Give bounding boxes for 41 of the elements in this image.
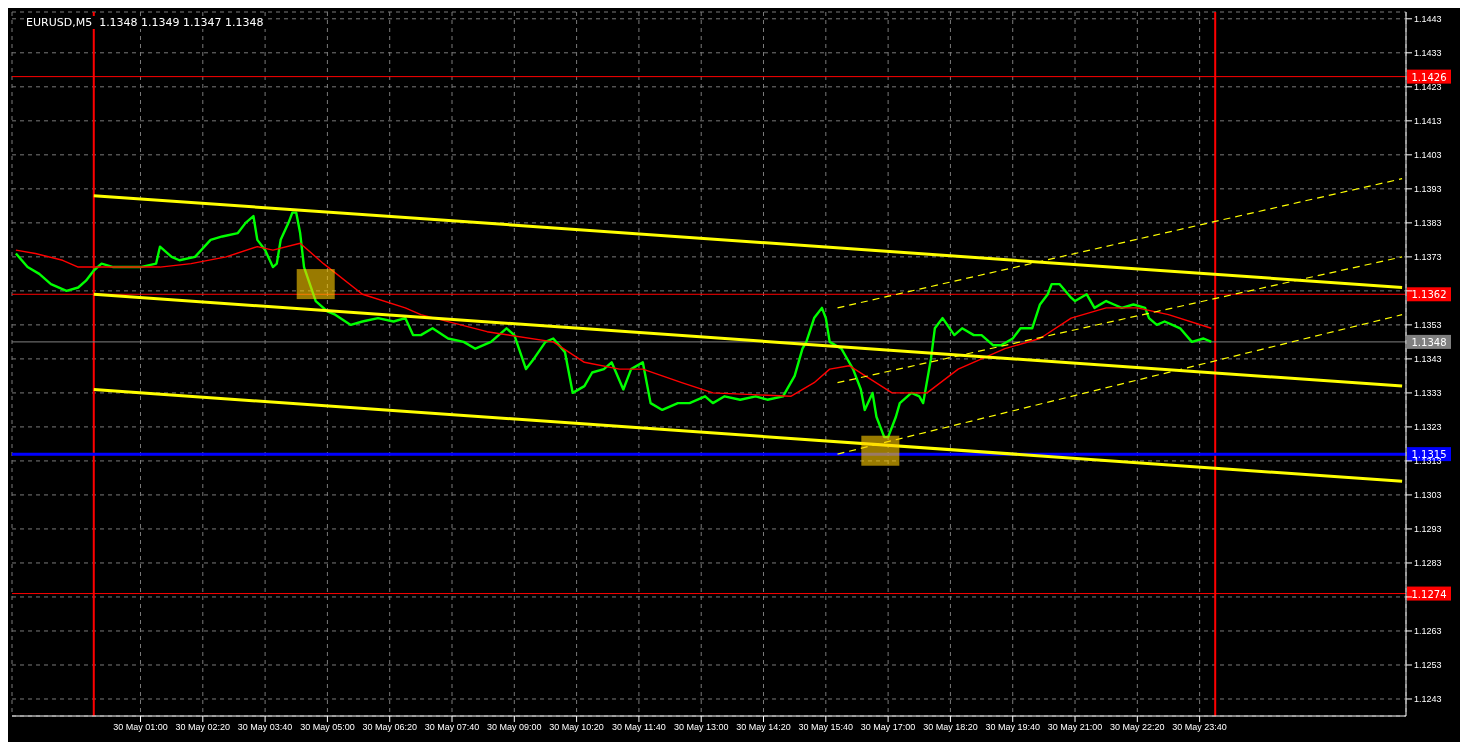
x-tick-label: 30 May 09:00 — [487, 722, 542, 733]
y-tick-label: 1.1393 — [1414, 184, 1442, 195]
chart-title: EURUSD,M5 1.1348 1.1349 1.1347 1.1348 — [24, 16, 266, 29]
x-tick-label: 30 May 06:20 — [362, 722, 417, 733]
y-tick-label: 1.1243 — [1414, 694, 1442, 705]
y-tick-label: 1.1403 — [1414, 150, 1442, 161]
x-tick-label: 30 May 11:40 — [611, 722, 666, 733]
x-tick-label: 30 May 03:40 — [237, 722, 293, 733]
y-tick-label: 1.1253 — [1414, 660, 1442, 671]
ref-line-label: 1.1362 — [1411, 289, 1447, 301]
x-tick-label: 30 May 19:40 — [985, 722, 1040, 733]
y-tick-label: 1.1423 — [1414, 82, 1442, 93]
ref-line-label: 1.1274 — [1411, 588, 1447, 600]
x-tick-label: 30 May 02:20 — [175, 722, 231, 733]
y-tick-label: 1.1343 — [1414, 354, 1442, 365]
y-tick-label: 1.1373 — [1414, 252, 1442, 263]
y-tick-label: 1.1333 — [1414, 388, 1442, 399]
y-tick-label: 1.1433 — [1414, 48, 1442, 59]
x-tick-label: 30 May 15:40 — [798, 722, 854, 733]
y-tick-label: 1.1323 — [1414, 422, 1442, 433]
x-tick-label: 30 May 07:40 — [424, 722, 480, 733]
y-tick-label: 1.1383 — [1414, 218, 1442, 229]
x-tick-label: 30 May 21:00 — [1047, 722, 1103, 733]
y-tick-label: 1.1283 — [1414, 558, 1442, 569]
ref-line-label: 1.1348 — [1411, 336, 1447, 348]
x-tick-label: 30 May 14:20 — [736, 722, 791, 733]
y-tick-label: 1.1353 — [1414, 320, 1442, 331]
x-tick-label: 30 May 13:00 — [673, 722, 729, 733]
y-tick-label: 1.1443 — [1414, 14, 1442, 24]
y-tick-label: 1.1413 — [1414, 116, 1442, 127]
y-tick-label: 1.1293 — [1414, 524, 1442, 535]
x-tick-label: 30 May 23:40 — [1172, 722, 1227, 733]
ref-line-label: 1.1426 — [1411, 71, 1447, 83]
y-tick-label: 1.1303 — [1414, 490, 1442, 501]
x-tick-label: 30 May 01:00 — [113, 722, 168, 733]
x-tick-label: 30 May 22:20 — [1110, 722, 1165, 733]
x-tick-label: 30 May 10:20 — [549, 722, 604, 733]
x-tick-label: 30 May 05:00 — [300, 722, 355, 733]
y-tick-label: 1.1263 — [1414, 626, 1442, 637]
x-tick-label: 30 May 18:20 — [923, 722, 978, 733]
x-tick-label: 30 May 17:00 — [860, 722, 916, 733]
